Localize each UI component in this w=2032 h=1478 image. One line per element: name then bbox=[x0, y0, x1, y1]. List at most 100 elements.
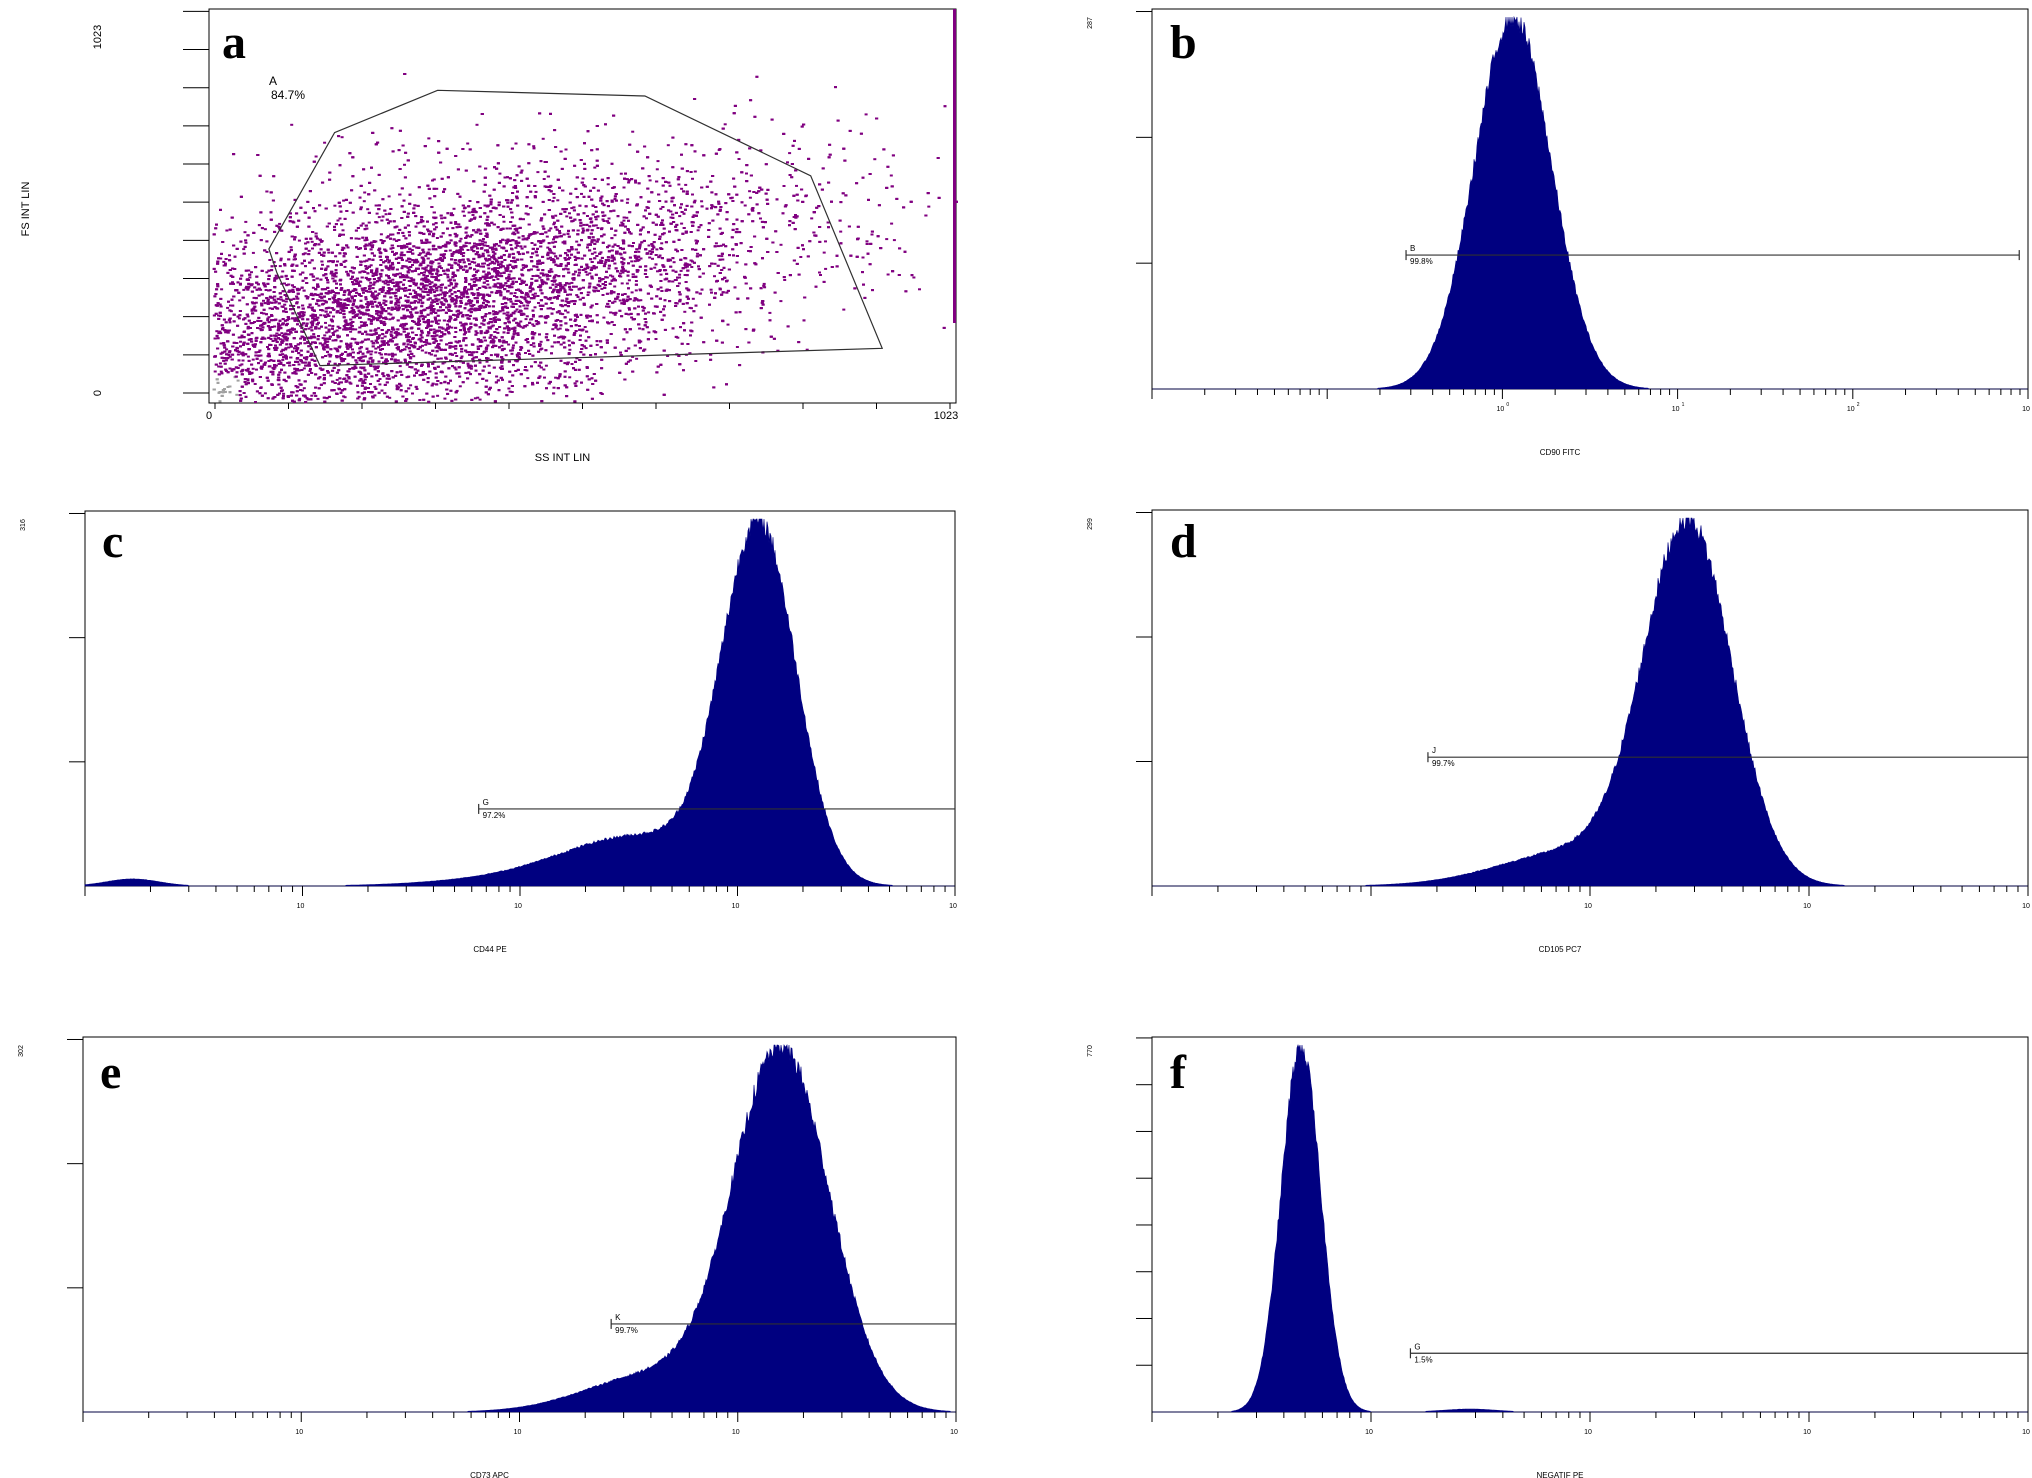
scatter-point bbox=[434, 226, 438, 229]
scatter-point bbox=[436, 322, 440, 325]
scatter-point bbox=[693, 199, 697, 202]
scatter-point bbox=[564, 267, 568, 270]
scatter-point bbox=[244, 241, 248, 244]
scatter-point bbox=[554, 285, 558, 288]
scatter-point bbox=[375, 212, 379, 215]
scatter-point bbox=[268, 307, 272, 310]
scatter-point bbox=[380, 322, 383, 324]
scatter-point bbox=[251, 367, 255, 370]
scatter-point bbox=[309, 314, 313, 317]
scatter-point bbox=[683, 310, 687, 313]
scatter-point bbox=[311, 286, 315, 289]
scatter-point bbox=[420, 336, 424, 339]
scatter-point bbox=[631, 276, 635, 278]
scatter-point bbox=[582, 229, 585, 232]
scatter-point bbox=[246, 367, 250, 370]
scatter-point bbox=[439, 256, 443, 259]
scatter-point bbox=[620, 282, 624, 285]
scatter-point bbox=[226, 306, 230, 309]
scatter-point bbox=[824, 240, 827, 243]
scatter-point bbox=[487, 267, 491, 270]
scatter-point bbox=[602, 316, 606, 319]
scatter-point bbox=[528, 233, 532, 236]
scatter-point bbox=[653, 266, 657, 269]
scatter-point bbox=[380, 291, 384, 293]
scatter-point bbox=[672, 261, 676, 264]
scatter-point bbox=[530, 277, 534, 280]
scatter-point bbox=[594, 224, 598, 227]
scatter-point bbox=[563, 362, 567, 365]
scatter-point bbox=[424, 254, 428, 257]
scatter-point bbox=[250, 271, 253, 274]
scatter-point bbox=[440, 267, 443, 270]
scatter-point bbox=[779, 300, 783, 303]
scatter-point bbox=[389, 313, 393, 316]
scatter-point bbox=[337, 383, 341, 386]
scatter-point bbox=[279, 257, 283, 260]
scatter-point bbox=[505, 227, 509, 230]
scatter-point bbox=[466, 142, 470, 145]
scatter-point bbox=[476, 396, 480, 399]
scatter-point bbox=[406, 296, 410, 299]
scatter-point bbox=[265, 271, 269, 274]
scatter-point bbox=[213, 370, 217, 373]
scatter-point bbox=[455, 355, 459, 357]
scatter-point bbox=[720, 255, 724, 258]
scatter-point bbox=[588, 320, 592, 323]
scatter-point bbox=[362, 200, 366, 203]
scatter-point bbox=[336, 299, 340, 302]
scatter-point bbox=[603, 351, 607, 354]
scatter-point bbox=[521, 326, 525, 329]
scatter-point bbox=[496, 331, 500, 334]
scatter-point bbox=[351, 348, 354, 351]
scatter-point bbox=[417, 273, 421, 276]
scatter-point bbox=[566, 311, 570, 314]
scatter-point bbox=[723, 123, 727, 126]
scatter-point bbox=[522, 218, 525, 221]
scatter-point bbox=[648, 256, 652, 259]
scatter-point bbox=[575, 240, 579, 243]
scatter-point bbox=[533, 292, 537, 295]
scatter-point bbox=[513, 292, 517, 295]
scatter-point bbox=[492, 243, 496, 246]
scatter-point bbox=[420, 239, 423, 242]
scatter-point bbox=[447, 332, 451, 335]
scatter-point bbox=[470, 278, 474, 281]
scatter-point bbox=[396, 245, 400, 248]
scatter-point bbox=[768, 311, 772, 314]
scatter-point bbox=[564, 258, 568, 261]
scatter-point bbox=[709, 288, 713, 291]
scatter-point bbox=[388, 318, 392, 321]
scatter-point bbox=[519, 295, 523, 298]
scatter-point bbox=[409, 384, 413, 387]
scatter-point bbox=[263, 228, 267, 231]
scatter-point bbox=[443, 397, 447, 400]
scatter-point bbox=[284, 354, 287, 357]
scatter-point bbox=[454, 331, 458, 333]
scatter-point bbox=[397, 304, 401, 307]
scatter-point bbox=[251, 251, 255, 254]
scatter-point bbox=[290, 123, 294, 126]
scatter-point bbox=[215, 330, 219, 333]
scatter-point bbox=[448, 342, 451, 345]
scatter-point bbox=[496, 278, 500, 281]
scatter-point bbox=[651, 257, 654, 260]
scatter-point bbox=[918, 288, 921, 291]
scatter-point bbox=[344, 259, 348, 262]
scatter-point bbox=[377, 314, 381, 317]
scatter-point bbox=[552, 238, 555, 241]
scatter-point bbox=[251, 358, 255, 361]
scatter-point bbox=[533, 195, 537, 197]
scatter-point bbox=[440, 217, 444, 220]
scatter-point bbox=[625, 216, 629, 219]
scatter-point bbox=[458, 385, 462, 388]
scatter-point bbox=[570, 207, 574, 210]
scatter-point bbox=[280, 332, 284, 335]
scatter-point bbox=[377, 327, 381, 330]
scatter-point bbox=[475, 123, 479, 126]
scatter-point bbox=[387, 195, 391, 198]
scatter-point bbox=[374, 347, 378, 350]
scatter-point bbox=[577, 257, 581, 260]
scatter-point bbox=[475, 243, 479, 246]
